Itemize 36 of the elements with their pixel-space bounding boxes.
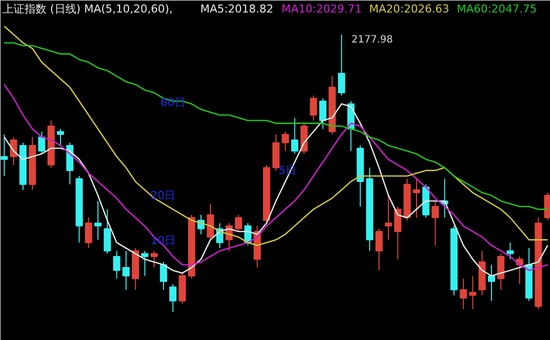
candlestick [488, 264, 496, 302]
candlestick [328, 76, 336, 135]
candlestick [412, 178, 420, 218]
candlestick [394, 206, 402, 260]
candlestick [132, 248, 140, 290]
candlestick [497, 253, 504, 290]
candlestick [19, 142, 27, 190]
candlestick [169, 284, 176, 312]
candlestick [113, 250, 120, 280]
text: MA10:2029.71 [282, 2, 362, 16]
candlestick [356, 144, 364, 208]
text: MA5:2018.82 [200, 2, 274, 16]
text: MA60:2047.75 [456, 2, 537, 16]
candlestick [272, 134, 280, 171]
candlestick [366, 167, 374, 252]
candlestick [94, 200, 102, 240]
candlestick [282, 131, 289, 152]
candlestick [384, 194, 392, 240]
candlestick [28, 136, 36, 190]
candlestick [84, 217, 92, 249]
candlestick [544, 192, 550, 221]
candlestick [375, 228, 383, 271]
candlestick [469, 275, 476, 310]
candlestick [525, 248, 533, 302]
candlestick [291, 117, 298, 154]
annotation: 20日 [150, 189, 176, 202]
candlestick [478, 250, 486, 296]
candlestick [460, 278, 467, 310]
text: MA20:2026.63 [369, 2, 450, 16]
candlestick [76, 176, 83, 244]
candlestick [310, 95, 318, 122]
candlestick [404, 178, 411, 221]
chart-title: 上证指数 (日线) MA(5,10,20,60), [2, 2, 173, 16]
annotation: 2177.98 [352, 34, 393, 46]
candlestick [0, 134, 8, 177]
candlestick [122, 250, 130, 290]
